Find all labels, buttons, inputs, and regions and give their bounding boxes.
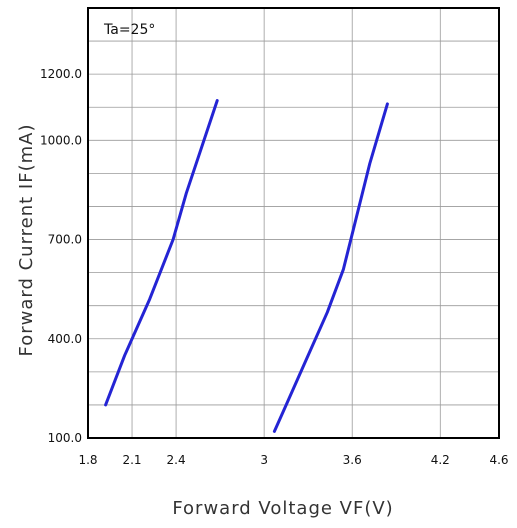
y-tick-label: 1000.0 [40,133,82,147]
x-tick-label: 1.8 [78,453,97,467]
plot-frame [87,7,500,439]
x-tick-label: 3.6 [343,453,362,467]
x-axis-title: Forward Voltage VF(V) [172,498,393,519]
y-tick-label: 100.0 [48,431,82,445]
x-tick-label: 3 [260,453,268,467]
series-line-2 [272,102,389,433]
y-tick-label: 700.0 [48,233,82,247]
series-group [104,99,389,433]
series-line-1 [104,99,219,407]
temperature-annotation: Ta=25° [103,22,155,38]
tick-labels: 1.8 2.1 2.4 3 3.6 4.2 4.6 100.0 400.0 700.0 1000.0… [40,67,509,467]
y-tick-label: 1200.0 [40,67,82,81]
x-tick-label: 2.4 [167,453,186,467]
x-tick-label: 4.2 [431,453,450,467]
y-tick-label: 400.0 [48,332,82,346]
grid [88,8,499,438]
x-tick-label: 4.6 [489,453,508,467]
y-axis-title: Forward Current IF(mA) [16,124,37,357]
x-tick-label: 2.1 [122,453,141,467]
